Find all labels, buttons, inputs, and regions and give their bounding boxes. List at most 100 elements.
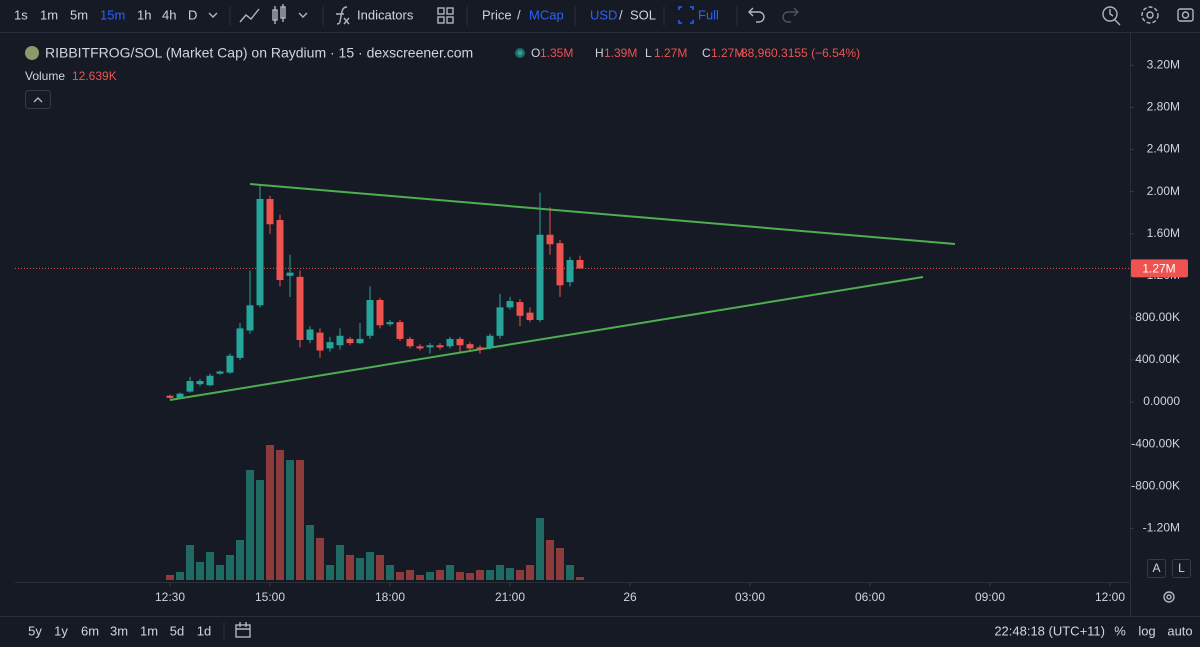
- y-tick-label: 1.60M: [1147, 226, 1180, 240]
- settings-icon[interactable]: [1141, 6, 1159, 24]
- snapshot-icon[interactable]: [1177, 8, 1194, 22]
- upper-trend-line: [249, 183, 956, 245]
- volume-bar: [266, 445, 274, 580]
- scale-toggle-auto[interactable]: auto: [1167, 623, 1192, 638]
- toolbar-sep1[interactable]: /: [517, 7, 521, 22]
- toolbar-usd[interactable]: USD: [590, 7, 617, 22]
- range-button[interactable]: 1m: [140, 623, 158, 638]
- interval-button[interactable]: 1s: [14, 7, 28, 22]
- volume-label: Volume: [25, 69, 65, 83]
- volume-bar: [296, 460, 304, 580]
- volume-bar: [276, 450, 284, 580]
- go-to-date-icon[interactable]: [235, 622, 251, 638]
- scale-button[interactable]: A: [1152, 561, 1160, 575]
- scale-button-box[interactable]: [1147, 559, 1166, 578]
- ohlc-change: -88,960.3155 (−6.54%): [737, 46, 860, 60]
- token-logo: [25, 46, 39, 60]
- interval-dropdown[interactable]: [208, 12, 218, 18]
- candle-body: [506, 301, 514, 308]
- y-tick-label: 0.0000: [1143, 394, 1180, 408]
- line-chart-icon[interactable]: [239, 8, 260, 23]
- volume-bar: [386, 565, 394, 580]
- toolbar-sep2[interactable]: /: [619, 7, 623, 22]
- toolbar-full[interactable]: Full: [698, 7, 719, 22]
- ohlc-c: 1.27M: [711, 46, 744, 60]
- volume-bar: [506, 568, 514, 580]
- chart-type-dropdown[interactable]: [298, 12, 308, 18]
- candle-body: [316, 332, 324, 351]
- drawing-tools-icon[interactable]: [1102, 6, 1121, 26]
- interval-button[interactable]: 15m: [100, 7, 125, 22]
- volume-bar: [576, 576, 584, 580]
- candle-body: [216, 371, 224, 374]
- volume-bar: [466, 573, 474, 580]
- candle-body: [406, 338, 414, 347]
- volume-bar: [536, 518, 544, 580]
- volume-bar: [196, 562, 204, 580]
- range-button[interactable]: 5d: [170, 623, 184, 638]
- volume-bar: [226, 555, 234, 580]
- y-tick-label: -1.20M: [1143, 521, 1180, 535]
- last-price-badge: [1131, 259, 1188, 278]
- layout-icon[interactable]: [437, 7, 454, 24]
- interval-button[interactable]: 1m: [40, 7, 58, 22]
- candle-body: [576, 260, 584, 269]
- volume-bar: [526, 565, 534, 580]
- y-tick-label: 400.00K: [1135, 352, 1180, 366]
- time-axis-settings[interactable]: [1163, 591, 1175, 603]
- ohlc-h: 1.39M: [604, 46, 637, 60]
- volume-bar: [496, 565, 504, 580]
- y-tick-label: 2.80M: [1147, 100, 1180, 114]
- volume-bar: [426, 572, 434, 580]
- toolbar-sol[interactable]: SOL: [630, 7, 656, 22]
- scale-toggle-percent[interactable]: %: [1114, 623, 1126, 638]
- volume-bar: [396, 572, 404, 580]
- range-button[interactable]: 1d: [197, 623, 211, 638]
- range-button[interactable]: 3m: [110, 623, 128, 638]
- ohlc-l-label: L: [645, 46, 652, 60]
- volume-bar: [306, 525, 314, 580]
- candle-body: [456, 338, 464, 346]
- fullscreen-icon[interactable]: [678, 6, 694, 24]
- candle-body: [476, 347, 484, 350]
- range-button[interactable]: 5y: [28, 623, 42, 638]
- indicators-icon[interactable]: [336, 6, 350, 25]
- candle-icon[interactable]: [272, 4, 286, 24]
- interval-button[interactable]: 4h: [162, 7, 176, 22]
- candle-body: [566, 260, 574, 283]
- interval-button[interactable]: 5m: [70, 7, 88, 22]
- candle-body: [376, 300, 384, 326]
- volume-bar: [566, 565, 574, 580]
- range-button[interactable]: 1y: [54, 623, 68, 638]
- toolbar-price[interactable]: Price: [482, 7, 512, 22]
- scale-toggle-log[interactable]: log: [1138, 623, 1155, 638]
- candle-body: [186, 381, 194, 392]
- y-tick-label: 3.20M: [1147, 58, 1180, 72]
- candle-body: [166, 395, 174, 398]
- scale-button-box[interactable]: [1172, 559, 1191, 578]
- toolbar-indicators[interactable]: Indicators: [357, 7, 414, 22]
- volume-bar: [166, 575, 174, 580]
- x-tick-label: 15:00: [255, 590, 285, 604]
- undo-icon[interactable]: [748, 7, 765, 23]
- volume-bar: [236, 540, 244, 580]
- x-tick-label: 09:00: [975, 590, 1005, 604]
- volume-bar: [486, 570, 494, 580]
- candle-body: [346, 338, 354, 344]
- interval-button[interactable]: 1h: [137, 7, 151, 22]
- scale-button[interactable]: L: [1178, 561, 1185, 575]
- volume-bar: [436, 570, 444, 580]
- redo-icon[interactable]: [782, 7, 799, 23]
- interval-button[interactable]: D: [188, 7, 197, 22]
- ohlc-o-label: O: [531, 46, 540, 60]
- volume-bar: [516, 570, 524, 580]
- candle-body: [486, 335, 494, 348]
- candle-body: [536, 234, 544, 320]
- range-button[interactable]: 6m: [81, 623, 99, 638]
- y-tick-label: -800.00K: [1131, 478, 1180, 492]
- volume-bar: [206, 552, 214, 580]
- collapse-button[interactable]: [25, 90, 51, 109]
- collapse-arrow[interactable]: [33, 97, 43, 103]
- toolbar-mcap[interactable]: MCap: [529, 7, 564, 22]
